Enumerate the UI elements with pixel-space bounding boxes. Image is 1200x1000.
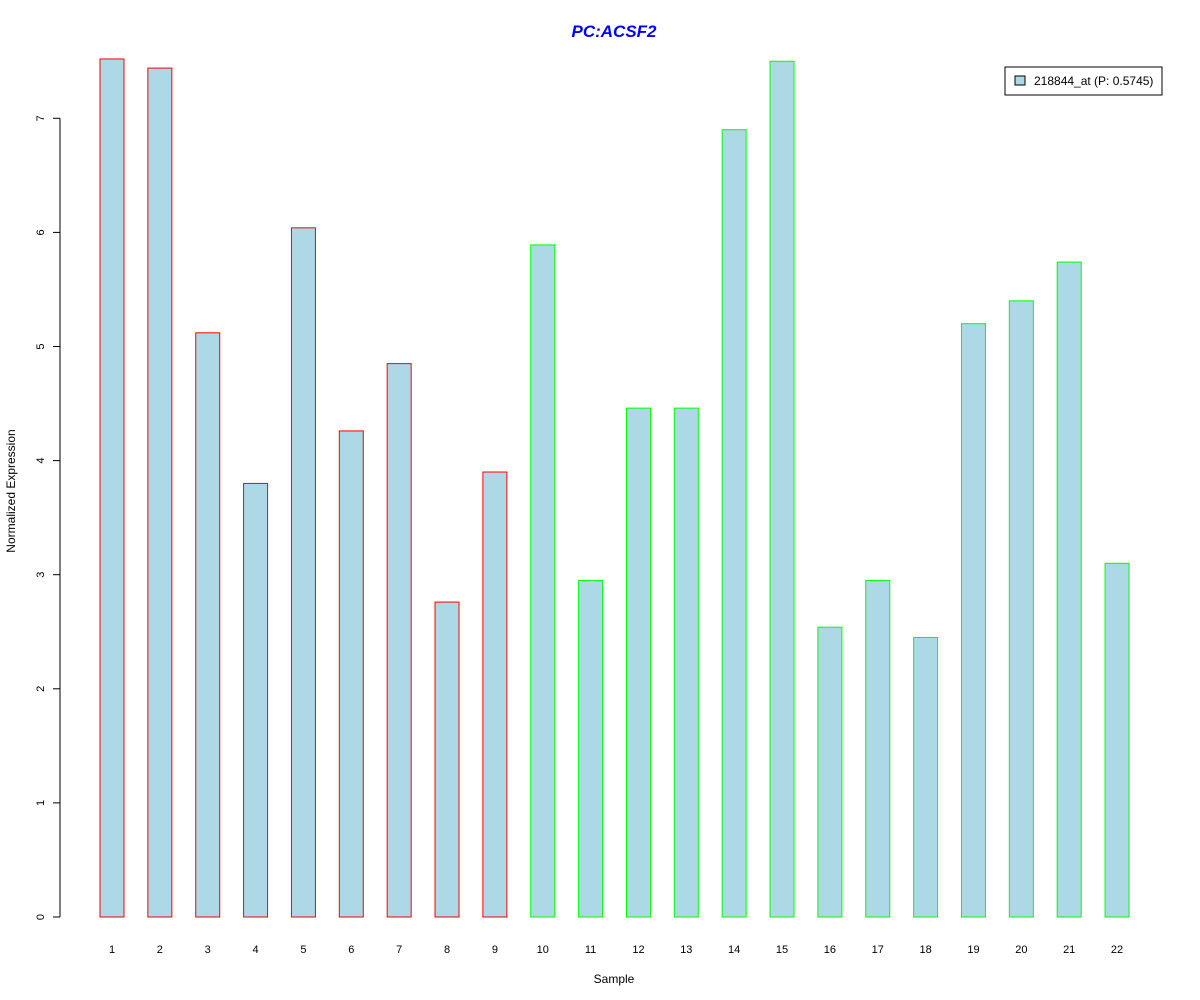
x-tick-label: 1 xyxy=(109,944,115,956)
bar-sample-11 xyxy=(578,579,604,918)
bar-sample-19 xyxy=(960,323,986,918)
bar-sample-17 xyxy=(865,579,891,918)
x-tick-label: 14 xyxy=(728,944,740,956)
y-axis-label: Normalized Expression xyxy=(4,429,18,552)
x-tick-label: 15 xyxy=(776,944,788,956)
y-tick-label: 7 xyxy=(35,115,47,121)
x-axis-tick-labels: 1 2 3 4 5 6 7 8 9 10 11 12 13 14 15 16 17 18 19 20 21 22 xyxy=(109,944,1123,956)
bar-sample-4 xyxy=(243,482,269,918)
x-tick-label: 5 xyxy=(300,944,306,956)
x-tick-label: 17 xyxy=(872,944,884,956)
bar-sample-6 xyxy=(338,430,364,918)
bar-sample-10 xyxy=(530,244,556,918)
y-tick-label: 3 xyxy=(35,572,47,578)
x-tick-label: 11 xyxy=(585,944,596,956)
bar-sample-3 xyxy=(195,332,221,918)
x-tick-label: 20 xyxy=(1015,944,1027,956)
x-tick-label: 4 xyxy=(253,944,259,956)
x-tick-label: 8 xyxy=(444,944,450,956)
bar-sample-22 xyxy=(1104,562,1130,918)
bar-sample-7 xyxy=(386,363,412,918)
x-tick-label: 2 xyxy=(157,944,163,956)
bar-sample-12 xyxy=(625,407,651,918)
legend-box xyxy=(1004,66,1163,96)
x-tick-label: 22 xyxy=(1111,944,1123,956)
y-tick-label: 6 xyxy=(35,229,47,235)
x-tick-label: 6 xyxy=(348,944,354,956)
x-axis-label: Sample xyxy=(594,972,635,986)
x-tick-label: 12 xyxy=(632,944,644,956)
x-tick-label: 16 xyxy=(824,944,836,956)
bar-sample-13 xyxy=(673,407,699,918)
bar-sample-1 xyxy=(99,58,125,918)
x-tick-label: 7 xyxy=(396,944,402,956)
y-tick-label: 2 xyxy=(35,686,47,692)
bar-sample-18 xyxy=(913,636,939,918)
y-tick-label: 4 xyxy=(35,458,47,464)
bar-sample-21 xyxy=(1056,261,1082,918)
x-tick-label: 9 xyxy=(492,944,498,956)
x-tick-label: 10 xyxy=(537,944,549,956)
legend-label: 218844_at (P: 0.5745) xyxy=(1034,74,1153,88)
bars xyxy=(99,58,1130,918)
x-tick-label: 3 xyxy=(205,944,211,956)
y-tick-label: 0 xyxy=(35,914,47,920)
x-tick-label: 21 xyxy=(1063,944,1075,956)
bar-sample-14 xyxy=(721,129,747,918)
bar-sample-20 xyxy=(1008,300,1034,918)
bar-sample-8 xyxy=(434,601,460,918)
x-tick-label: 19 xyxy=(967,944,979,956)
bar-sample-15 xyxy=(769,60,795,918)
bar-sample-16 xyxy=(817,626,843,918)
bar-sample-9 xyxy=(482,471,508,918)
legend: 218844_at (P: 0.5745) xyxy=(1004,66,1163,96)
bar-sample-5 xyxy=(290,227,316,918)
x-tick-label: 18 xyxy=(919,944,931,956)
legend-swatch xyxy=(1014,75,1026,86)
y-tick-label: 1 xyxy=(35,800,47,806)
x-tick-label: 13 xyxy=(680,944,692,956)
chart-title: PC:ACSF2 xyxy=(571,22,657,41)
y-tick-label: 5 xyxy=(35,343,47,349)
bar-sample-2 xyxy=(147,67,173,918)
y-axis: 0 1 2 3 4 5 6 7 xyxy=(35,115,61,920)
